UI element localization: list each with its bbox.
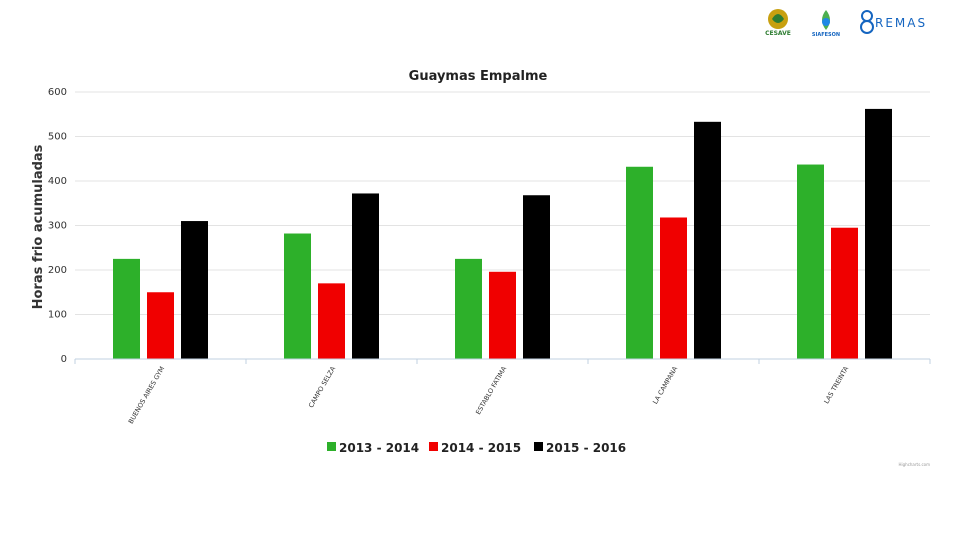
legend-swatch — [534, 442, 543, 451]
y-tick-label: 0 — [61, 354, 67, 365]
bar — [113, 258, 140, 359]
y-tick-label: 600 — [48, 87, 67, 98]
legend: 2013 - 2014 2014 - 2015 2015 - 2016 — [327, 441, 626, 455]
cesave-logo-text: CESAVE — [765, 30, 791, 37]
category-label: CAMPO SELZA — [307, 365, 337, 410]
legend-label: 2013 - 2014 — [339, 441, 419, 455]
category-label: LA CAMPANA — [651, 365, 679, 406]
category-label: LAS TREINTA — [822, 365, 850, 406]
bar — [865, 108, 892, 359]
bar — [626, 166, 653, 359]
bar — [694, 121, 721, 359]
bar — [181, 221, 208, 359]
remas-logo: REMAS — [860, 10, 927, 34]
chart-title: Guaymas Empalme — [409, 69, 548, 84]
remas-logo-text: REMAS — [875, 16, 927, 30]
bar — [284, 233, 311, 359]
bar — [797, 164, 824, 359]
legend-swatch — [327, 442, 336, 451]
y-tick-label: 200 — [48, 265, 67, 276]
category-labels: BUENOS AIRES GYM CAMPO SELZA ESTABLO FATIM… — [127, 365, 851, 426]
y-axis-label: Horas frio acumuladas — [31, 144, 46, 309]
credit: Highcharts.com — [899, 462, 931, 467]
y-tick-label: 100 — [48, 310, 67, 321]
siafeson-logo: SIAFESON — [812, 10, 840, 38]
legend-swatch — [429, 442, 438, 451]
bar — [352, 193, 379, 359]
legend-label: 2014 - 2015 — [441, 441, 521, 455]
y-tick-label: 300 — [48, 221, 67, 232]
bar — [318, 283, 345, 359]
cesave-logo: CESAVE — [765, 9, 791, 37]
category-label: ESTABLO FATIMA — [474, 365, 508, 416]
bar — [831, 227, 858, 359]
x-axis — [74, 358, 931, 364]
bar — [147, 292, 174, 359]
y-tick-label: 500 — [48, 132, 67, 143]
bar — [455, 258, 482, 359]
siafeson-logo-text: SIAFESON — [812, 32, 840, 38]
bar — [489, 271, 516, 359]
category-label: BUENOS AIRES GYM — [127, 365, 166, 425]
legend-label: 2015 - 2016 — [546, 441, 626, 455]
bars — [113, 108, 892, 359]
bar — [660, 217, 687, 359]
y-tick-label: 400 — [48, 176, 67, 187]
bar — [523, 195, 550, 359]
logos: CESAVE SIAFESON REMAS — [765, 9, 927, 38]
y-tick-labels: 0 100 200 300 400 500 600 — [48, 87, 67, 365]
